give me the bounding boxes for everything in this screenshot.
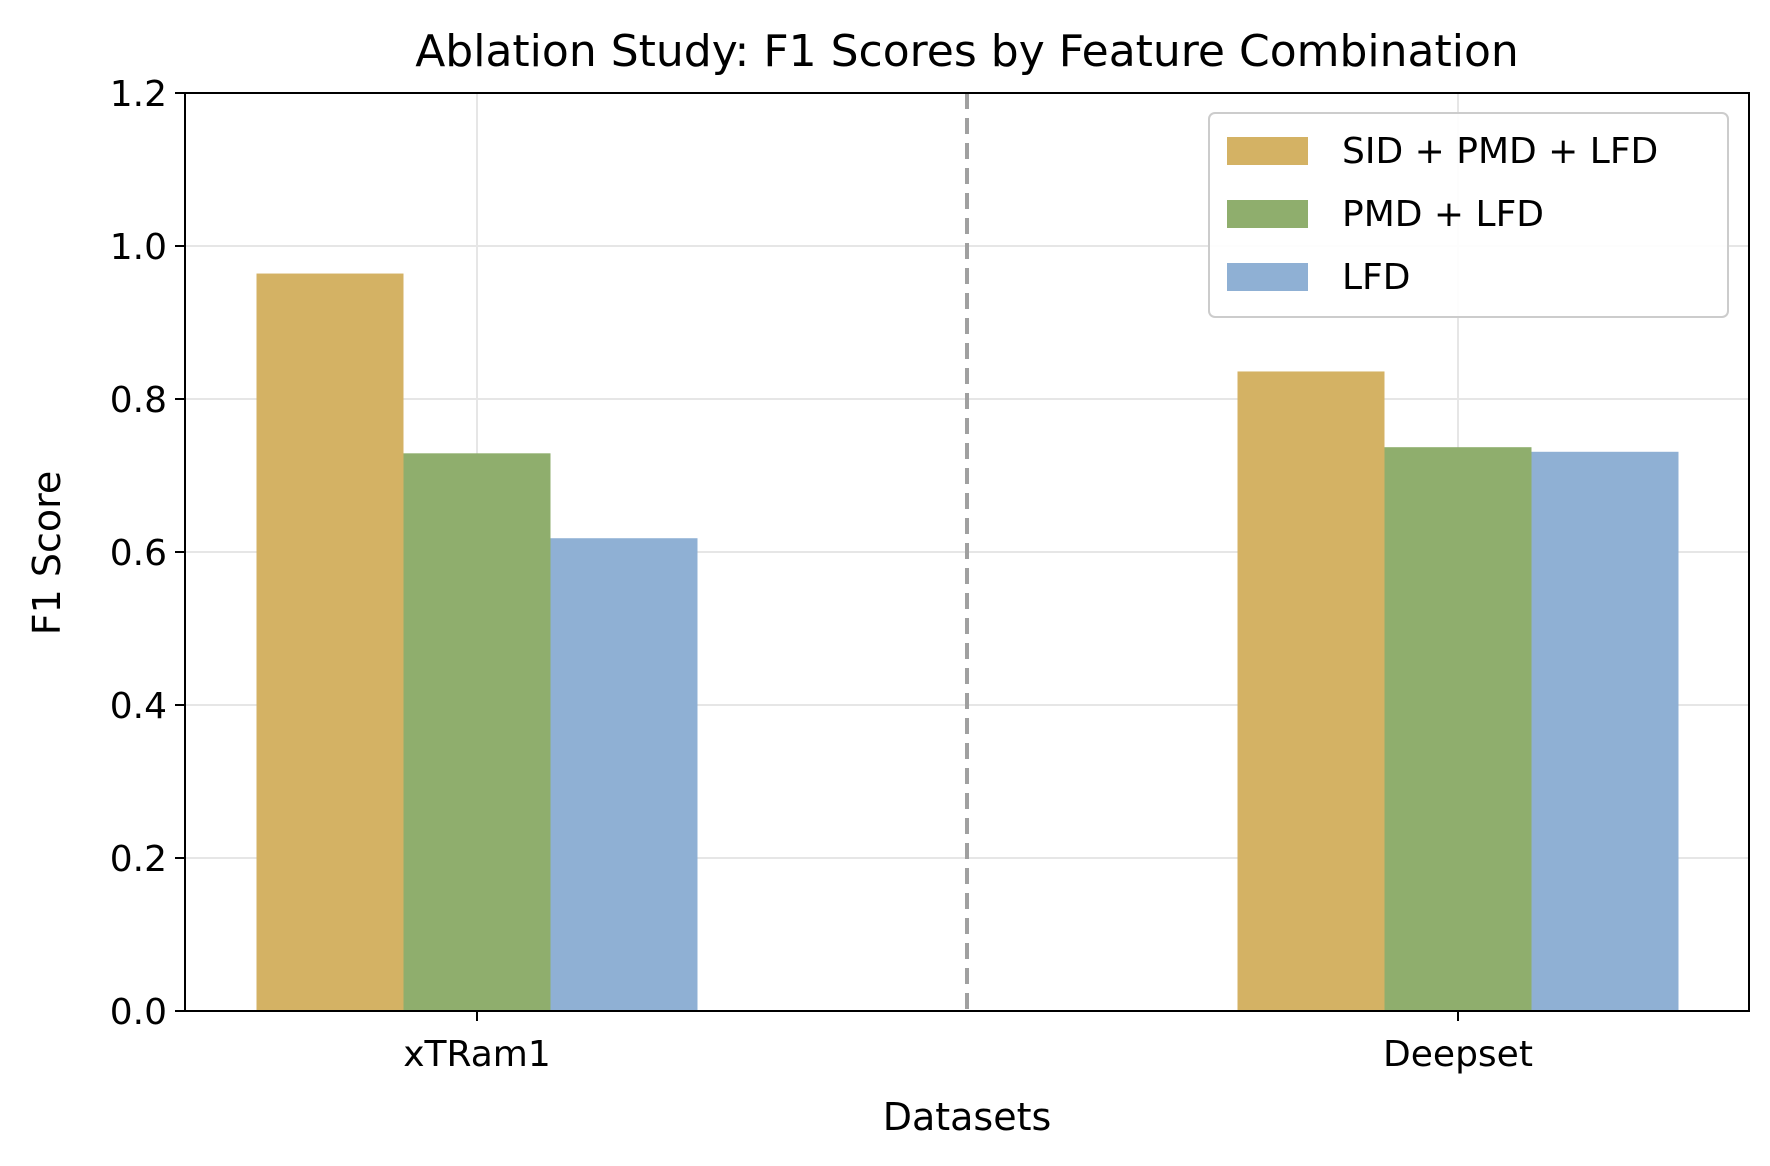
bar-1-Deepset [1237, 371, 1385, 1012]
legend-swatch-3 [1227, 263, 1308, 291]
legend-swatch-2 [1227, 200, 1308, 228]
y-tick-label: 0.8 [110, 380, 167, 421]
chart-title: Ablation Study: F1 Scores by Feature Com… [415, 26, 1519, 77]
y-tick-label: 1.0 [110, 227, 167, 268]
y-tick-label: 0.6 [110, 533, 167, 574]
bar-3-xTRam1 [550, 538, 698, 1011]
x-axis-title: Datasets [883, 1095, 1052, 1139]
y-tick-label: 0.4 [110, 686, 167, 727]
bar-2-xTRam1 [403, 453, 551, 1011]
bar-2-Deepset [1384, 447, 1532, 1011]
legend-label-3: LFD [1342, 257, 1410, 298]
axes: 0.0 0.2 0.4 0.6 0.8 1.0 1.2 xTRam1 Deepset [110, 74, 1533, 1075]
bar-1-xTRam1 [256, 273, 404, 1011]
x-tick-label: Deepset [1383, 1034, 1533, 1075]
y-axis-title: F1 Score [25, 471, 69, 636]
bars [256, 273, 1679, 1012]
y-tick-label: 1.2 [110, 74, 167, 115]
legend-label-2: PMD + LFD [1342, 194, 1544, 235]
bar-3-Deepset [1531, 451, 1679, 1011]
legend-swatch-1 [1227, 137, 1308, 165]
y-tick-label: 0.0 [110, 992, 167, 1033]
legend-label-1: SID + PMD + LFD [1342, 131, 1658, 172]
legend-box [1208, 112, 1729, 318]
legend: SID + PMD + LFD PMD + LFD LFD [1208, 112, 1729, 318]
x-tick-label: xTRam1 [403, 1034, 551, 1075]
y-tick-label: 0.2 [110, 839, 167, 880]
